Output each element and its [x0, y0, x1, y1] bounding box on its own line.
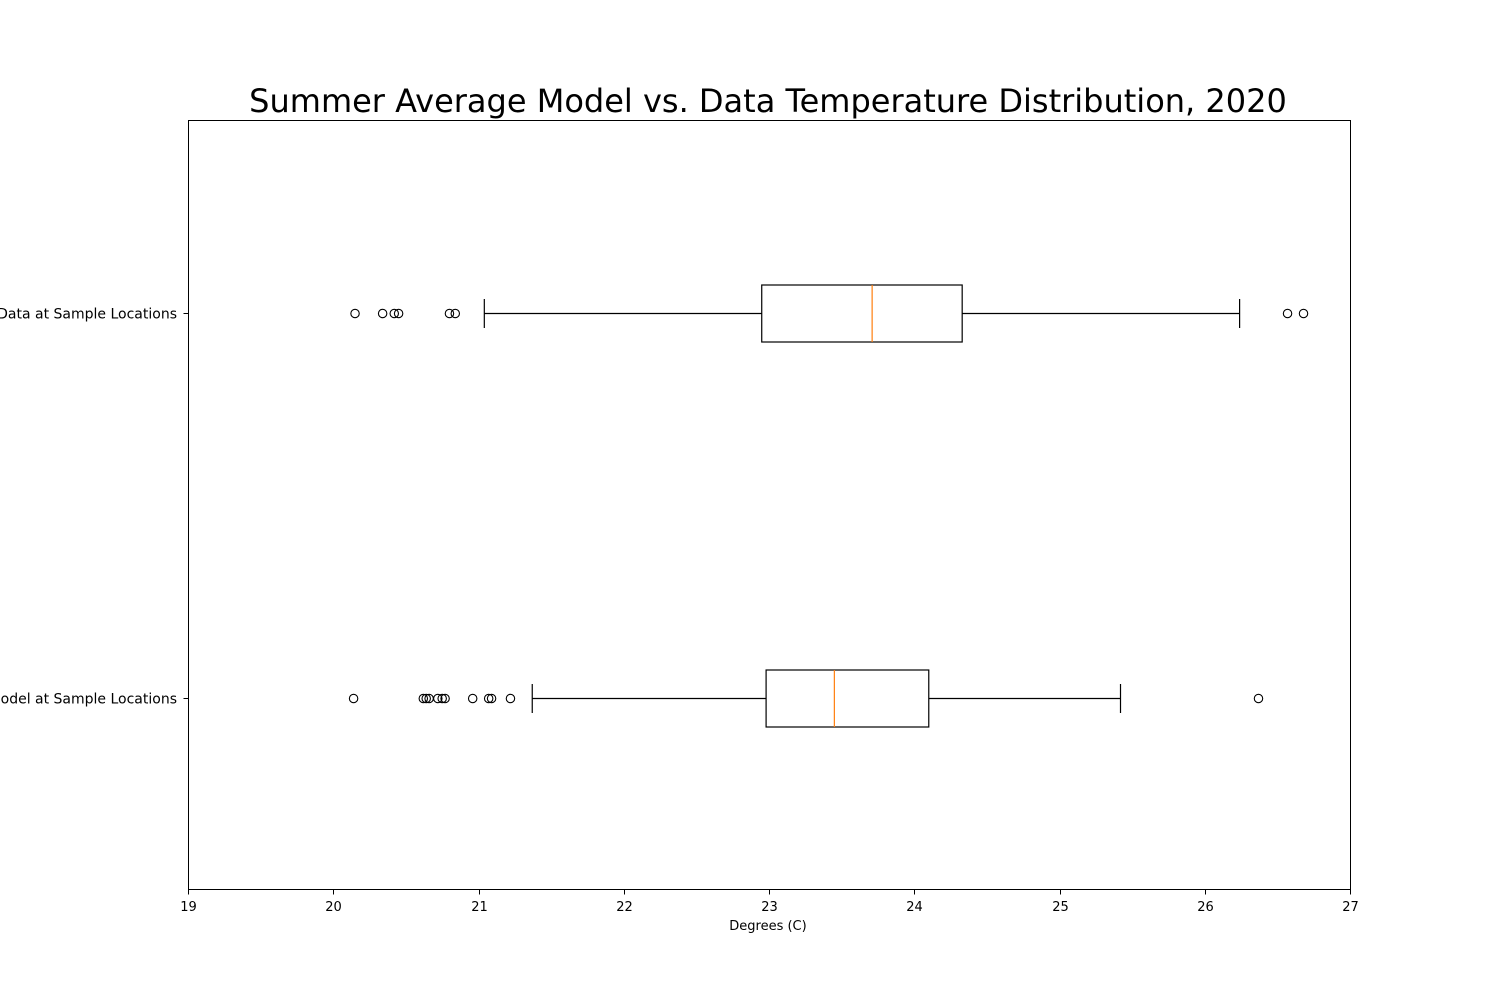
- x-axis-label: Degrees (C): [729, 919, 806, 934]
- flier-point: [437, 693, 447, 704]
- chart-title: Summer Average Model vs. Data Temperatur…: [249, 82, 1287, 120]
- x-tick-label: 26: [1197, 900, 1214, 915]
- flier-point: [1253, 693, 1264, 704]
- flier-point: [348, 693, 359, 704]
- plot-frame: [188, 120, 1351, 890]
- flier-point: [433, 693, 443, 704]
- flier-point: [350, 308, 360, 319]
- x-tick-label: 25: [1052, 900, 1069, 915]
- boxplot-series: [348, 669, 1264, 728]
- x-tick-label: 27: [1342, 900, 1359, 915]
- flier-point: [505, 693, 516, 704]
- flier-point: [393, 308, 404, 319]
- x-tick-label: 19: [180, 900, 197, 915]
- flier-point: [483, 693, 494, 704]
- flier-point: [450, 308, 461, 319]
- flier-point: [486, 693, 497, 704]
- y-category-label: Data at Sample Locations: [0, 307, 177, 323]
- flier-point: [418, 693, 429, 704]
- x-tick-label: 24: [906, 900, 923, 915]
- x-axis: 19 20 21 22 23 24 25 26 27: [180, 889, 1359, 915]
- iqr-box: [765, 669, 930, 728]
- x-tick-label: 21: [471, 900, 488, 915]
- plot-marks: [348, 284, 1309, 728]
- x-tick-label: 23: [761, 900, 778, 915]
- flier-point: [421, 693, 431, 704]
- flier-point: [1298, 308, 1309, 319]
- x-tick-label: 20: [325, 900, 342, 915]
- flier-point: [1282, 308, 1293, 319]
- x-tick-label: 22: [616, 900, 633, 915]
- y-axis: Data at Sample Locations Model at Sample …: [0, 307, 189, 708]
- flier-point: [440, 693, 450, 704]
- boxplot-series: [350, 284, 1309, 343]
- iqr-box: [761, 284, 963, 343]
- flier-point: [467, 693, 478, 704]
- flier-point: [444, 308, 455, 319]
- flier-point: [389, 308, 400, 319]
- y-category-label: Model at Sample Locations: [0, 692, 177, 708]
- flier-point: [377, 308, 388, 319]
